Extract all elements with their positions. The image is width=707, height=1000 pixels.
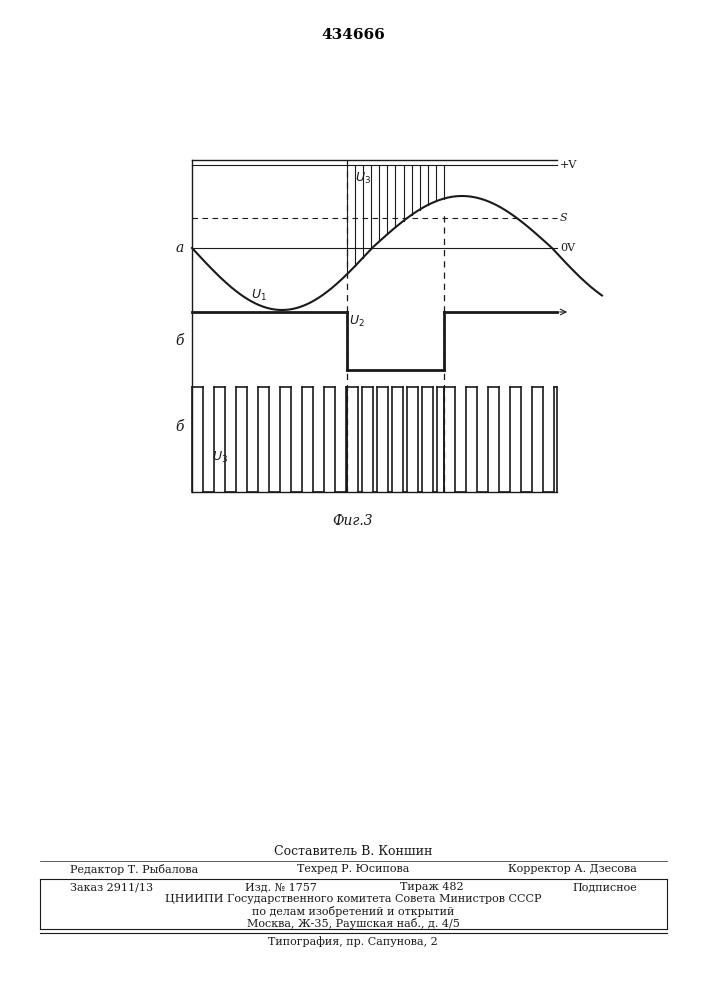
Text: Корректор А. Дзесова: Корректор А. Дзесова [508,864,637,874]
Text: Фиг.3: Фиг.3 [333,514,373,528]
Text: Изд. № 1757: Изд. № 1757 [245,882,317,892]
Text: Москва, Ж-35, Раушская наб., д. 4/5: Москва, Ж-35, Раушская наб., д. 4/5 [247,918,460,929]
Text: Подписное: Подписное [572,882,637,892]
Text: 0V: 0V [560,243,575,253]
Text: 434666: 434666 [321,28,385,42]
Text: +V: +V [560,160,578,170]
Text: б: б [175,334,184,348]
Text: $U_3$: $U_3$ [212,449,228,465]
Text: Тираж 482: Тираж 482 [400,882,464,892]
Text: Составитель В. Коншин: Составитель В. Коншин [274,845,432,858]
Text: Заказ 2911/13: Заказ 2911/13 [70,882,153,892]
Text: S: S [560,213,568,223]
Text: Типография, пр. Сапунова, 2: Типография, пр. Сапунова, 2 [268,936,438,947]
Text: б: б [175,420,184,434]
Text: ЦНИИПИ Государственного комитета Совета Министров СССР: ЦНИИПИ Государственного комитета Совета … [165,894,542,904]
Text: Техред Р. Юсипова: Техред Р. Юсипова [297,864,409,874]
Text: по делам изобретений и открытий: по делам изобретений и открытий [252,906,454,917]
Text: Редактор Т. Рыбалова: Редактор Т. Рыбалова [70,864,198,875]
Text: $U_2$: $U_2$ [349,314,365,329]
Text: а: а [176,241,184,255]
Text: $U_1$: $U_1$ [251,288,267,303]
Text: $U_3$: $U_3$ [355,171,371,186]
